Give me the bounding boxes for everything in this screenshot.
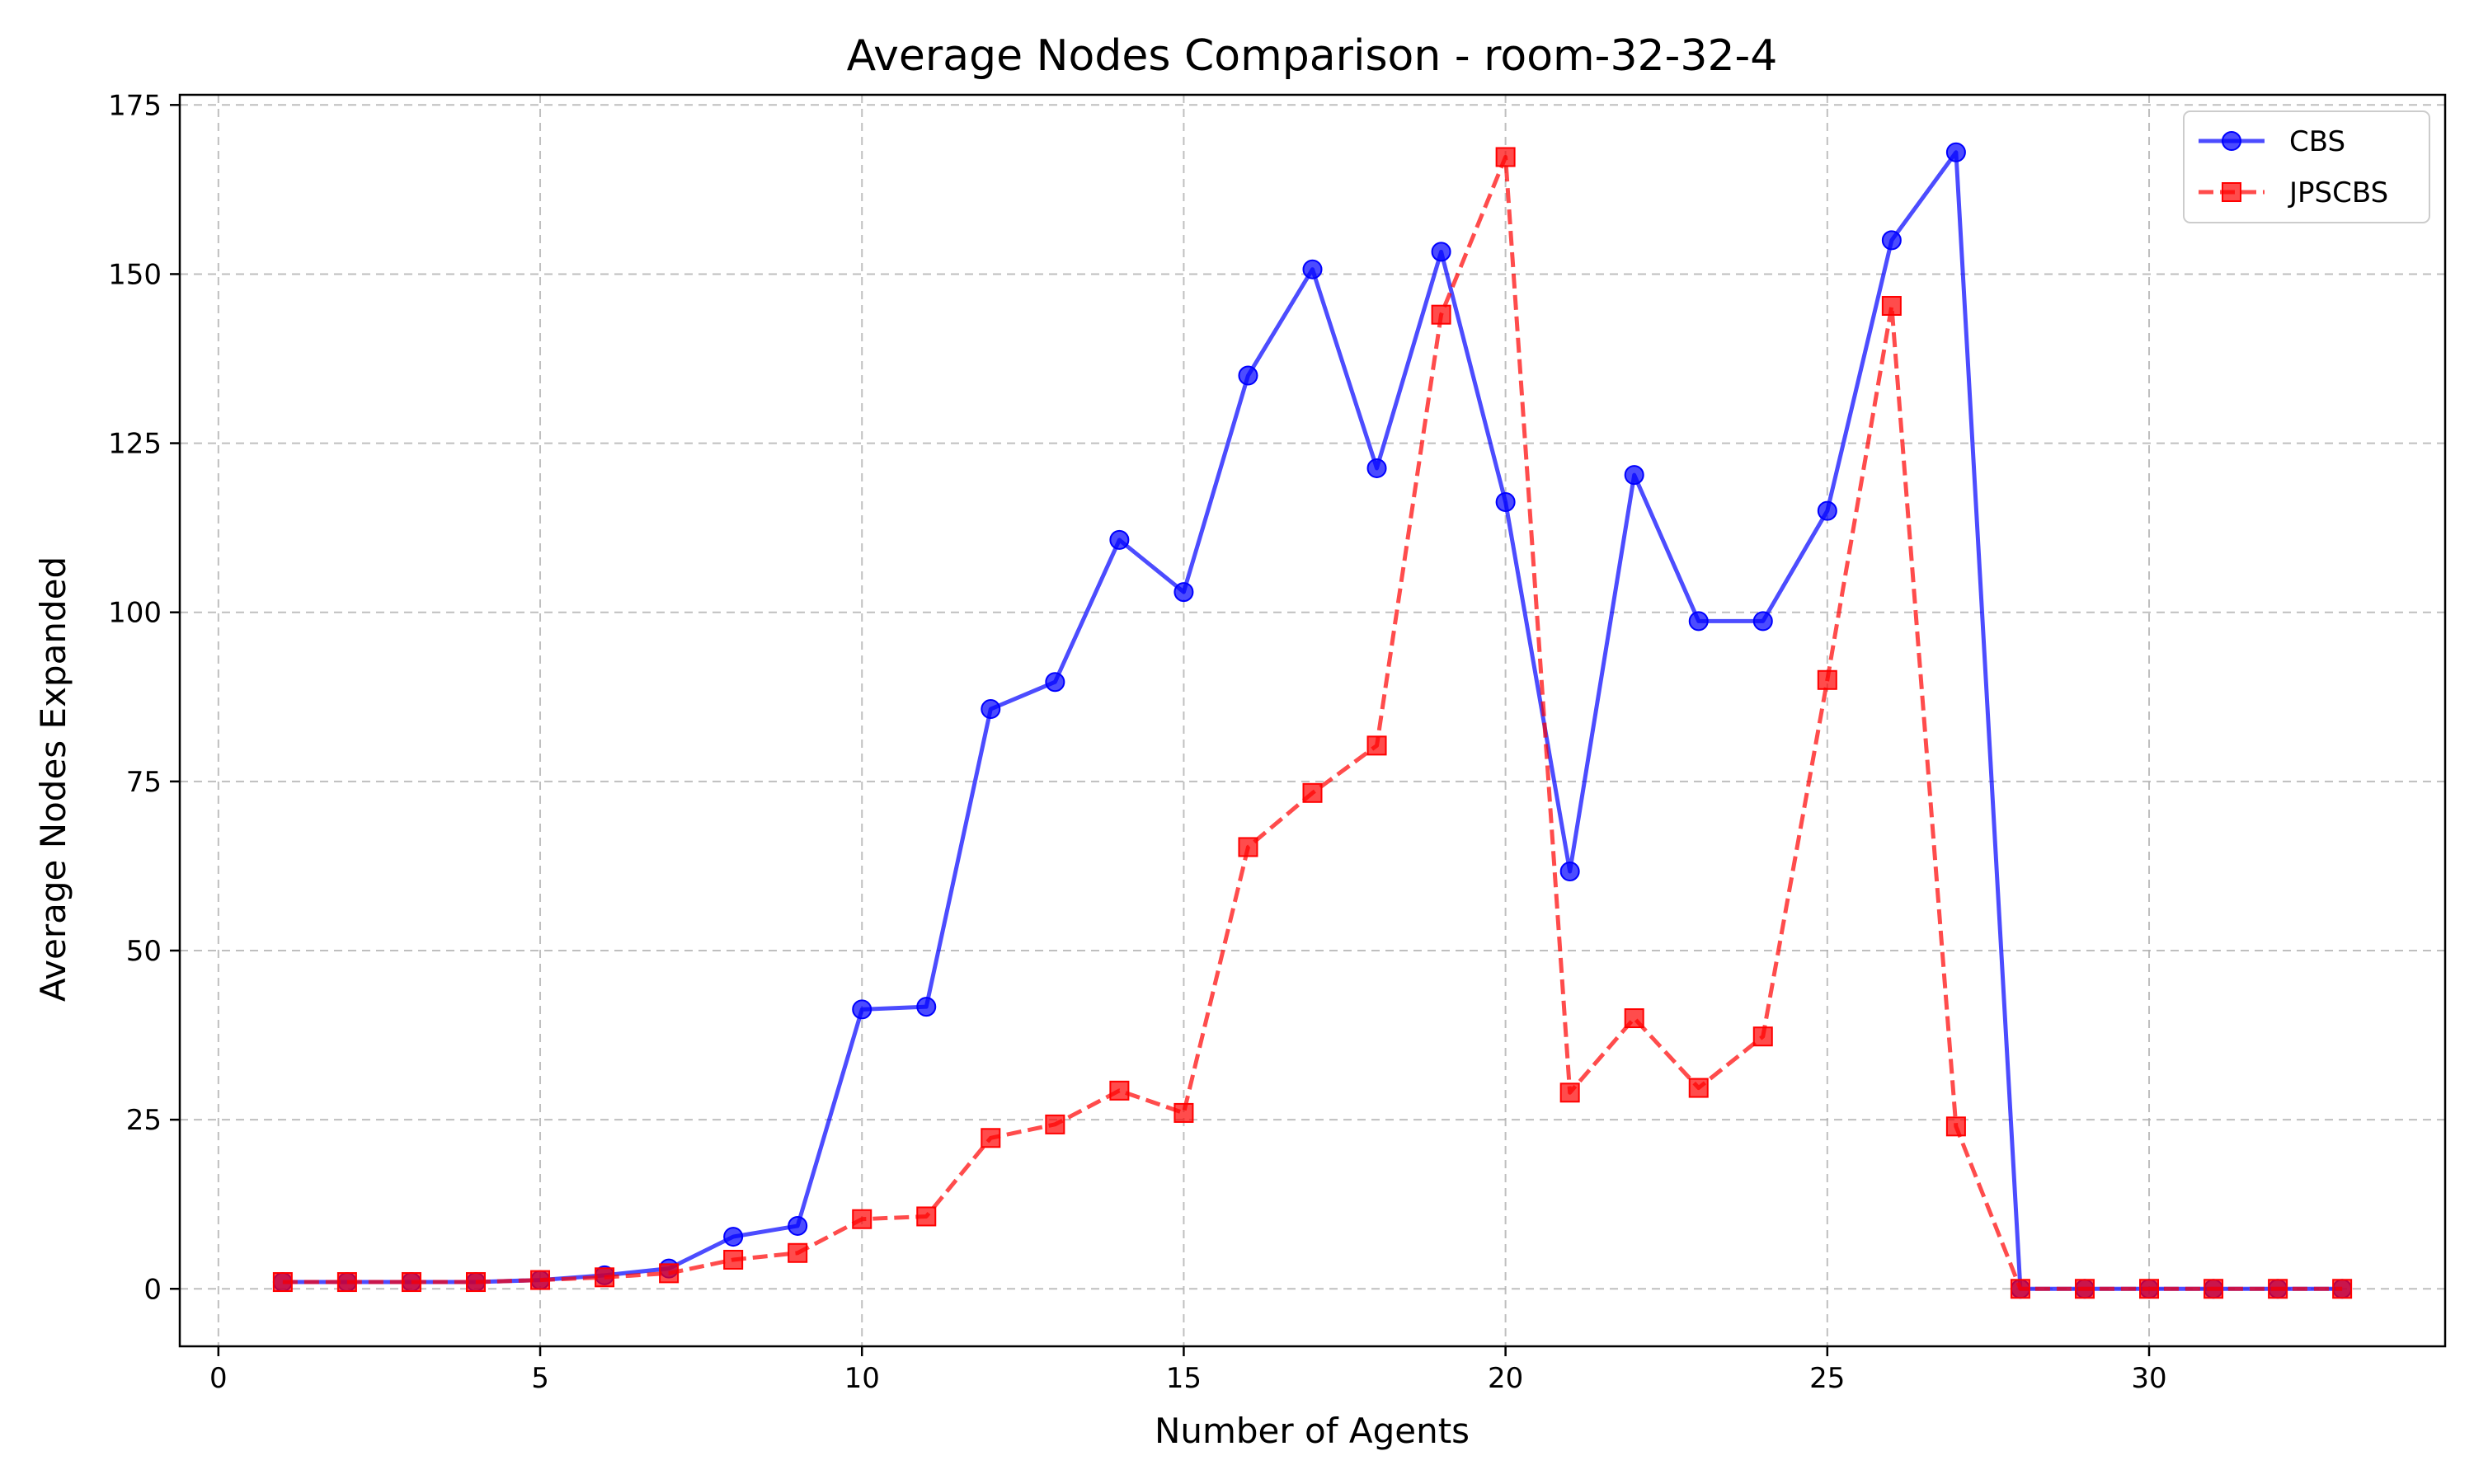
data-point (2268, 1279, 2288, 1299)
data-point (916, 997, 937, 1017)
data-point (1174, 582, 1194, 603)
data-point (272, 1272, 293, 1293)
y-tick-label: 25 (126, 1104, 162, 1137)
data-point (852, 1209, 872, 1229)
legend-entry-cbs: CBS (2199, 125, 2345, 158)
data-point (1817, 500, 1837, 521)
series-line (282, 150, 2343, 1291)
data-point (1881, 230, 1902, 251)
data-point (1624, 465, 1644, 486)
data-point (916, 1206, 937, 1227)
data-point (1624, 1008, 1644, 1029)
data-point (595, 1267, 615, 1288)
data-point (1366, 735, 1387, 756)
data-point (336, 1272, 357, 1293)
data-point (1431, 242, 1451, 262)
x-tick-label: 5 (531, 1362, 549, 1395)
data-point (2010, 1279, 2030, 1299)
data-point (1366, 458, 1387, 478)
x-tick-label: 20 (1488, 1362, 1523, 1395)
grid (180, 95, 2445, 1346)
data-point (1238, 365, 1258, 386)
data-point (659, 1263, 680, 1284)
data-point (1688, 1078, 1709, 1098)
data-point (723, 1249, 744, 1270)
data-point (981, 699, 1001, 720)
data-point (1559, 1082, 1580, 1103)
x-tick-label: 0 (209, 1362, 228, 1395)
data-point (1109, 529, 1130, 550)
data-point (401, 1272, 421, 1293)
data-point (1817, 669, 1837, 690)
data-point (2204, 1279, 2224, 1299)
data-point (1752, 1026, 1773, 1047)
y-tick-label: 100 (108, 597, 162, 630)
y-tick-label: 125 (108, 428, 162, 461)
data-point (1174, 1102, 1194, 1123)
data-point (788, 1242, 808, 1263)
x-tick-label: 10 (844, 1362, 880, 1395)
legend-label: JPSCBS (2288, 176, 2388, 209)
y-tick-label: 175 (108, 89, 162, 122)
series-layer (272, 142, 2353, 1299)
data-point (723, 1227, 744, 1247)
data-point (1045, 1114, 1065, 1134)
y-axis-label: Average Nodes Expanded (33, 556, 73, 1002)
data-point (530, 1270, 551, 1290)
data-point (2074, 1279, 2095, 1299)
data-point (2139, 1279, 2160, 1299)
plot-frame (178, 93, 2447, 1348)
legend-label: CBS (2289, 125, 2345, 158)
x-tick-label: 30 (2131, 1362, 2166, 1395)
legend-marker (2222, 131, 2241, 151)
data-point (2332, 1279, 2353, 1299)
data-point (1945, 1116, 1966, 1137)
y-tick-label: 150 (108, 258, 162, 291)
data-point (1559, 861, 1580, 881)
x-tick-label: 15 (1166, 1362, 1202, 1395)
y-tick-label: 50 (126, 935, 162, 968)
data-point (1688, 611, 1709, 632)
data-point (1302, 782, 1323, 803)
legend-marker (2222, 182, 2241, 202)
y-tick-label: 75 (126, 766, 162, 799)
data-point (788, 1215, 808, 1236)
x-axis-label: Number of Agents (1155, 1411, 1470, 1451)
data-point (1109, 1080, 1130, 1101)
data-point (981, 1128, 1001, 1148)
series-jpscbs (272, 147, 2353, 1299)
data-point (1045, 672, 1065, 693)
data-point (1945, 142, 1966, 162)
data-point (1881, 296, 1902, 317)
data-point (1302, 259, 1323, 279)
data-point (1238, 837, 1258, 857)
data-point (465, 1272, 486, 1293)
x-tick-label: 25 (1809, 1362, 1845, 1395)
axes: 0 5 10 15 20 25 30 0 25 50 75 100 125 150 175 (108, 89, 2447, 1395)
data-point (1431, 304, 1451, 325)
legend-entry-jpscbs: JPSCBS (2199, 176, 2388, 209)
data-point (1495, 147, 1516, 167)
data-point (1752, 611, 1773, 632)
series-cbs (272, 142, 2353, 1299)
legend: CBS JPSCBS (2183, 110, 2430, 223)
data-point (852, 999, 872, 1020)
chart-title: Average Nodes Comparison - room-32-32-4 (847, 31, 1778, 81)
y-tick-label: 0 (143, 1273, 162, 1306)
data-point (1495, 491, 1516, 512)
